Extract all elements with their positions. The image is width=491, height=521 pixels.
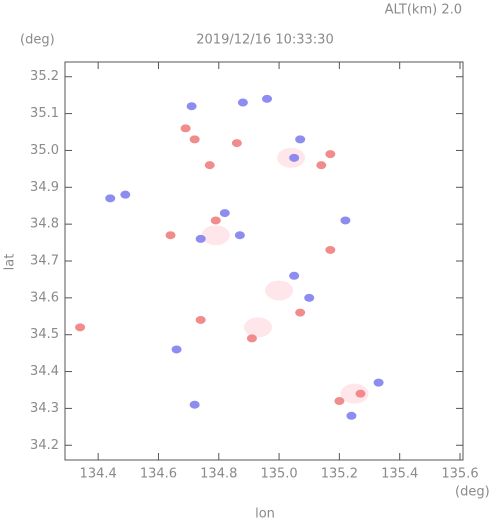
x-tick-label: 134.6 <box>140 467 177 482</box>
echo-patch <box>289 271 300 280</box>
echo-patch <box>75 323 86 332</box>
y-tick-label: 35.0 <box>30 143 59 158</box>
echo-patch <box>204 161 215 170</box>
y-tick-label: 34.4 <box>30 364 59 379</box>
y-axis-label: lat <box>3 254 18 271</box>
echo-patch <box>237 98 248 107</box>
echo-patch <box>265 280 294 301</box>
echo-patch <box>120 190 131 199</box>
echo-patch <box>180 124 191 133</box>
x-tick-label: 135.4 <box>381 467 418 482</box>
echo-patch <box>316 161 327 170</box>
echo-patch <box>295 308 306 317</box>
echo-patch <box>355 389 366 398</box>
echo-patch <box>325 150 336 159</box>
echo-patch <box>340 383 369 404</box>
echo-patch <box>171 345 182 354</box>
echo-patch <box>189 135 200 144</box>
y-tick-label: 34.8 <box>30 217 59 232</box>
y-tick-label: 34.2 <box>30 438 59 453</box>
echo-patch <box>210 216 221 225</box>
echo-patch <box>195 315 206 324</box>
echo-patch <box>243 317 272 338</box>
x-tick-label: 134.4 <box>80 467 117 482</box>
y-tick-label: 34.5 <box>30 327 59 342</box>
y-tick-label: 34.6 <box>30 290 59 305</box>
x-unit: (deg) <box>455 485 490 500</box>
plot-frame <box>64 61 464 461</box>
chart-title: 2019/12/16 10:33:30 <box>196 33 333 48</box>
x-tick-label: 135.6 <box>441 467 478 482</box>
echo-patch <box>201 225 230 246</box>
echo-patch <box>289 153 300 162</box>
echo-patch <box>189 400 200 409</box>
echo-patch <box>186 102 197 111</box>
echo-patch <box>234 231 245 240</box>
echo-patch <box>219 209 230 218</box>
x-axis-label: lon <box>255 507 275 521</box>
echo-patch <box>195 234 206 243</box>
altitude-label: ALT(km) 2.0 <box>385 3 462 18</box>
x-tick-label: 134.8 <box>200 467 237 482</box>
echo-patch <box>304 293 315 302</box>
echo-patch <box>231 139 242 148</box>
x-tick-label: 135.2 <box>321 467 358 482</box>
echo-patch <box>334 397 345 406</box>
echo-patch <box>346 411 357 420</box>
y-tick-label: 35.1 <box>30 106 59 121</box>
echo-patch <box>165 231 176 240</box>
x-tick-label: 135.0 <box>260 467 297 482</box>
echo-patch <box>105 194 116 203</box>
y-tick-label: 34.3 <box>30 401 59 416</box>
y-tick-label: 34.9 <box>30 180 59 195</box>
y-unit: (deg) <box>20 33 55 48</box>
y-tick-label: 35.2 <box>30 69 59 84</box>
y-tick-label: 34.7 <box>30 254 59 269</box>
echo-patch <box>340 216 351 225</box>
echo-patch <box>373 378 384 387</box>
echo-patch <box>295 135 306 144</box>
echo-patch <box>246 334 257 343</box>
echo-patch <box>262 94 273 103</box>
echo-patch <box>325 245 336 254</box>
